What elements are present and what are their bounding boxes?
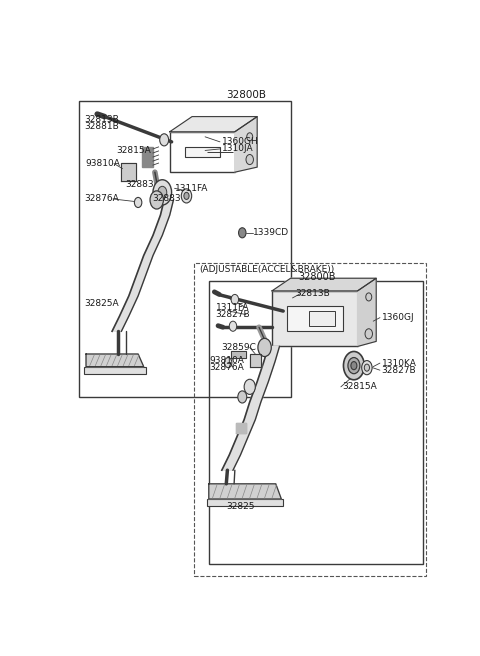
Bar	[170, 132, 235, 172]
Circle shape	[344, 352, 364, 380]
Circle shape	[239, 228, 246, 238]
Polygon shape	[121, 163, 136, 181]
Bar	[84, 367, 145, 374]
Text: 32800B: 32800B	[298, 272, 336, 282]
Polygon shape	[86, 354, 144, 367]
Circle shape	[225, 358, 232, 367]
Circle shape	[229, 321, 237, 331]
Polygon shape	[358, 278, 376, 346]
Circle shape	[348, 358, 360, 374]
Polygon shape	[112, 200, 173, 331]
Text: 93810A: 93810A	[210, 356, 244, 365]
Text: 1310KA: 1310KA	[382, 359, 417, 367]
Circle shape	[244, 379, 255, 394]
Circle shape	[238, 391, 247, 403]
Bar	[185, 147, 220, 157]
Text: 32800B: 32800B	[226, 91, 266, 100]
Polygon shape	[231, 352, 246, 358]
Circle shape	[366, 293, 372, 301]
Circle shape	[153, 180, 172, 205]
Text: 32813B: 32813B	[296, 289, 330, 298]
Text: 1311FA: 1311FA	[216, 303, 249, 312]
Polygon shape	[236, 423, 246, 434]
Text: 32859C: 32859C	[221, 343, 256, 352]
Text: 32815A: 32815A	[117, 146, 151, 155]
Text: 32881B: 32881B	[84, 122, 119, 131]
Polygon shape	[209, 484, 281, 499]
Polygon shape	[222, 346, 279, 470]
Text: 1310JA: 1310JA	[222, 144, 253, 154]
Circle shape	[181, 189, 192, 203]
Bar	[287, 306, 343, 331]
Bar	[209, 281, 423, 564]
Polygon shape	[170, 117, 257, 132]
Bar	[309, 311, 335, 326]
Text: 32827B: 32827B	[382, 365, 417, 375]
Text: (ADJUSTABLE(ACCEL&BRAKE)): (ADJUSTABLE(ACCEL&BRAKE))	[200, 264, 335, 274]
Text: 1339CD: 1339CD	[253, 228, 289, 237]
Bar	[79, 102, 290, 397]
Circle shape	[184, 192, 189, 199]
Circle shape	[160, 134, 168, 146]
Circle shape	[231, 295, 239, 304]
Text: 1311FA: 1311FA	[175, 184, 209, 193]
Bar	[272, 291, 358, 346]
Text: 93810A: 93810A	[85, 159, 120, 168]
Text: 32825: 32825	[226, 502, 255, 511]
Bar	[194, 263, 426, 576]
Circle shape	[246, 155, 253, 165]
Text: 32813B: 32813B	[84, 115, 119, 124]
Polygon shape	[235, 117, 257, 172]
Circle shape	[247, 133, 252, 141]
Text: 32876A: 32876A	[210, 363, 244, 372]
Circle shape	[158, 186, 167, 198]
Text: 1360GH: 1360GH	[222, 137, 259, 146]
Circle shape	[351, 361, 357, 370]
Text: 1360GJ: 1360GJ	[382, 313, 414, 322]
Text: 32883: 32883	[125, 180, 154, 190]
Circle shape	[134, 197, 142, 207]
Circle shape	[150, 191, 163, 209]
Text: 32876A: 32876A	[84, 194, 119, 203]
Circle shape	[364, 364, 370, 371]
Polygon shape	[272, 291, 358, 346]
Polygon shape	[272, 278, 376, 291]
Polygon shape	[250, 354, 261, 367]
Text: 32883: 32883	[152, 194, 181, 203]
Polygon shape	[142, 147, 153, 167]
Text: 32827B: 32827B	[216, 310, 250, 319]
Text: 32815A: 32815A	[343, 382, 377, 392]
Circle shape	[258, 338, 271, 357]
Circle shape	[365, 329, 372, 339]
Bar	[207, 499, 283, 506]
Circle shape	[362, 361, 372, 375]
Text: 32825A: 32825A	[84, 299, 119, 308]
